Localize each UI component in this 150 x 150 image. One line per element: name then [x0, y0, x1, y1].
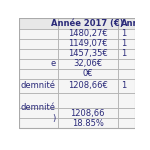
Bar	[0, 59, 57, 69]
Bar	[57, 49, 118, 59]
Bar	[118, 59, 150, 69]
Text: 1: 1	[121, 49, 126, 58]
Bar	[57, 59, 118, 69]
Text: 1480,27€: 1480,27€	[68, 29, 108, 38]
Text: 1: 1	[121, 39, 126, 48]
Text: 32,06€: 32,06€	[73, 59, 102, 68]
Bar	[0, 93, 57, 108]
Bar	[0, 79, 57, 93]
Text: Année 2017 (€): Année 2017 (€)	[51, 19, 124, 28]
Bar	[118, 29, 150, 39]
Bar	[118, 49, 150, 59]
Text: 1208,66: 1208,66	[70, 109, 105, 118]
Bar	[57, 29, 118, 39]
Bar	[0, 49, 57, 59]
Bar	[57, 93, 118, 108]
Text: 1: 1	[121, 29, 126, 38]
Text: 1: 1	[121, 81, 126, 90]
Text: 0€: 0€	[82, 69, 93, 78]
Bar	[0, 39, 57, 49]
Bar	[0, 18, 57, 29]
Bar	[0, 118, 57, 128]
Bar	[118, 79, 150, 93]
Bar	[118, 93, 150, 108]
Bar	[0, 108, 57, 118]
Bar	[0, 29, 57, 39]
Bar	[57, 18, 118, 29]
Text: 18.85%: 18.85%	[72, 119, 104, 128]
Text: 1457,35€: 1457,35€	[68, 49, 108, 58]
Bar	[118, 118, 150, 128]
Bar	[118, 69, 150, 79]
Bar	[118, 18, 150, 29]
Bar	[57, 69, 118, 79]
Bar	[57, 39, 118, 49]
Text: Ann: Ann	[121, 19, 140, 28]
Bar	[118, 39, 150, 49]
Bar	[57, 79, 118, 93]
Bar	[118, 108, 150, 118]
Text: demnité: demnité	[21, 81, 56, 90]
Text: demnité
): demnité )	[21, 103, 56, 123]
Bar	[0, 69, 57, 79]
Bar	[57, 118, 118, 128]
Bar	[57, 108, 118, 118]
Text: 1208,66€: 1208,66€	[68, 81, 108, 90]
Text: e: e	[51, 59, 56, 68]
Text: 1149,07€: 1149,07€	[68, 39, 108, 48]
